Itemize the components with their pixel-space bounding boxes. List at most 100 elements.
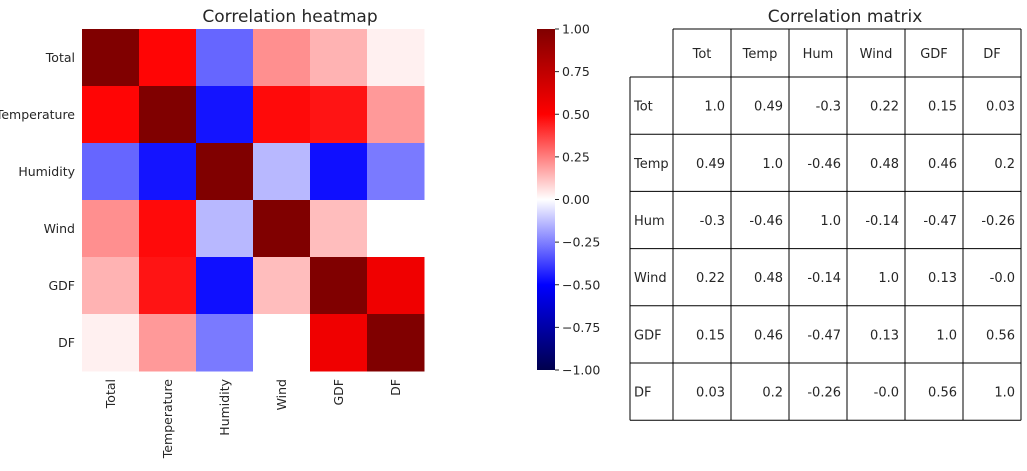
- table-cell: 0.15: [928, 100, 957, 115]
- heatmap-x-tick-label: Humidity: [217, 378, 232, 435]
- heatmap-x-tick-label: Total: [103, 379, 118, 409]
- table-column-header: Tot: [692, 47, 712, 62]
- heatmap-cell: [310, 143, 368, 201]
- table-cell: 1.0: [878, 271, 899, 286]
- table-column-header: Wind: [860, 47, 893, 62]
- table-cell: 0.56: [928, 386, 957, 401]
- table-cell: -0.47: [807, 328, 841, 343]
- heatmap-y-tick-label: GDF: [48, 278, 75, 293]
- heatmap-x-tick-labels: Total Temperature Humidity Wind GDF DF: [103, 378, 403, 459]
- table-row-header: Wind: [634, 271, 667, 286]
- heatmap-cell: [310, 314, 368, 372]
- heatmap-cell: [196, 257, 254, 315]
- table-column-header: GDF: [920, 47, 948, 62]
- table-row-header: GDF: [634, 328, 662, 343]
- colorbar-tick-label: 1.00: [562, 22, 590, 37]
- heatmap-cell: [139, 257, 197, 315]
- colorbar-tick-label: 0.00: [562, 192, 590, 207]
- heatmap-cell: [139, 86, 197, 144]
- table-cell: 0.2: [762, 386, 783, 401]
- heatmap-cell: [253, 314, 311, 372]
- heatmap-y-tick-label: Humidity: [18, 164, 75, 179]
- table-cell: 0.49: [754, 100, 783, 115]
- heatmap-cell: [367, 86, 425, 144]
- table-cell: 0.2: [994, 157, 1015, 172]
- heatmap-cell: [196, 29, 254, 87]
- table-cell: -0.26: [807, 386, 841, 401]
- table-cell: 1.0: [704, 100, 725, 115]
- table-cell: 0.48: [754, 271, 783, 286]
- heatmap-title: Correlation heatmap: [202, 7, 377, 27]
- heatmap-cell: [253, 86, 311, 144]
- table-cell: 0.03: [696, 386, 725, 401]
- heatmap-cell: [253, 200, 311, 258]
- table-row-header: Tot: [633, 100, 653, 115]
- heatmap-cell: [367, 314, 425, 372]
- heatmap-cell: [367, 200, 425, 258]
- heatmap-cell: [310, 86, 368, 144]
- heatmap-cell: [139, 200, 197, 258]
- heatmap-y-tick-label: Temperature: [0, 107, 75, 122]
- table-cell: -0.47: [923, 214, 957, 229]
- table-cell: 0.13: [870, 328, 899, 343]
- table-cell: 1.0: [994, 386, 1015, 401]
- heatmap-x-tick-label: Wind: [274, 379, 289, 410]
- correlation-heatmap: Correlation heatmap Total Temperature Humi…: [0, 7, 425, 459]
- table-cell: -0.3: [816, 100, 841, 115]
- table-cell: -0.14: [865, 214, 899, 229]
- correlation-matrix-table: Correlation matrix Tot Temp Hum Wind GDF DF To…: [629, 7, 1022, 421]
- table-grid: [629, 28, 1022, 421]
- colorbar-tick-label: 0.75: [562, 64, 590, 79]
- table-cell: -0.46: [749, 214, 783, 229]
- heatmap-cell: [367, 257, 425, 315]
- heatmap-cell: [196, 200, 254, 258]
- heatmap-cell: [310, 29, 368, 87]
- table-column-header: DF: [983, 47, 1001, 62]
- heatmap-cell: [367, 29, 425, 87]
- table-row-header: Hum: [634, 214, 665, 229]
- heatmap-cell: [367, 143, 425, 201]
- table-cell: -0.46: [807, 157, 841, 172]
- heatmap-cell: [196, 314, 254, 372]
- table-cell: 1.0: [762, 157, 783, 172]
- table-cell: -0.14: [807, 271, 841, 286]
- heatmap-y-tick-label: Total: [45, 50, 75, 65]
- table-cell: 0.03: [986, 100, 1015, 115]
- heatmap-cell: [196, 86, 254, 144]
- table-title: Correlation matrix: [768, 7, 923, 27]
- table-cell: 0.13: [928, 271, 957, 286]
- heatmap-x-tick-label: Temperature: [160, 379, 175, 459]
- heatmap-cell: [82, 143, 140, 201]
- colorbar-tick-label: 0.50: [562, 107, 590, 122]
- table-cell: -0.0: [990, 271, 1015, 286]
- heatmap-cell: [139, 314, 197, 372]
- table-column-header: Temp: [742, 47, 778, 62]
- colorbar-ticks: 1.00 0.75 0.50 0.25 0.00 −0.25 −0.50 −0.75 −1.00: [555, 22, 600, 378]
- heatmap-cells: [82, 29, 425, 372]
- table-cell: 0.48: [870, 157, 899, 172]
- heatmap-y-tick-label: Wind: [44, 221, 75, 236]
- colorbar-tick-label: 0.25: [562, 149, 590, 164]
- heatmap-cell: [253, 143, 311, 201]
- table-cell: 0.49: [696, 157, 725, 172]
- table-row-header: DF: [634, 386, 652, 401]
- heatmap-cell: [82, 314, 140, 372]
- heatmap-cell: [82, 86, 140, 144]
- heatmap-y-tick-label: DF: [58, 335, 75, 350]
- heatmap-cell: [82, 29, 140, 87]
- colorbar-tick-label: −0.25: [562, 235, 600, 250]
- table-cell: 0.46: [928, 157, 957, 172]
- colorbar-gradient: [537, 29, 555, 370]
- table-cell: 0.15: [696, 328, 725, 343]
- heatmap-cell: [253, 29, 311, 87]
- table-cell: -0.3: [700, 214, 725, 229]
- heatmap-x-tick-label: GDF: [331, 379, 346, 406]
- table-cell: 1.0: [936, 328, 957, 343]
- table-cell: 0.22: [696, 271, 725, 286]
- table-cell: -0.0: [874, 386, 899, 401]
- colorbar-tick-label: −1.00: [562, 363, 600, 378]
- heatmap-cell: [253, 257, 311, 315]
- heatmap-cell: [310, 257, 368, 315]
- colorbar-tick-label: −0.50: [562, 277, 600, 292]
